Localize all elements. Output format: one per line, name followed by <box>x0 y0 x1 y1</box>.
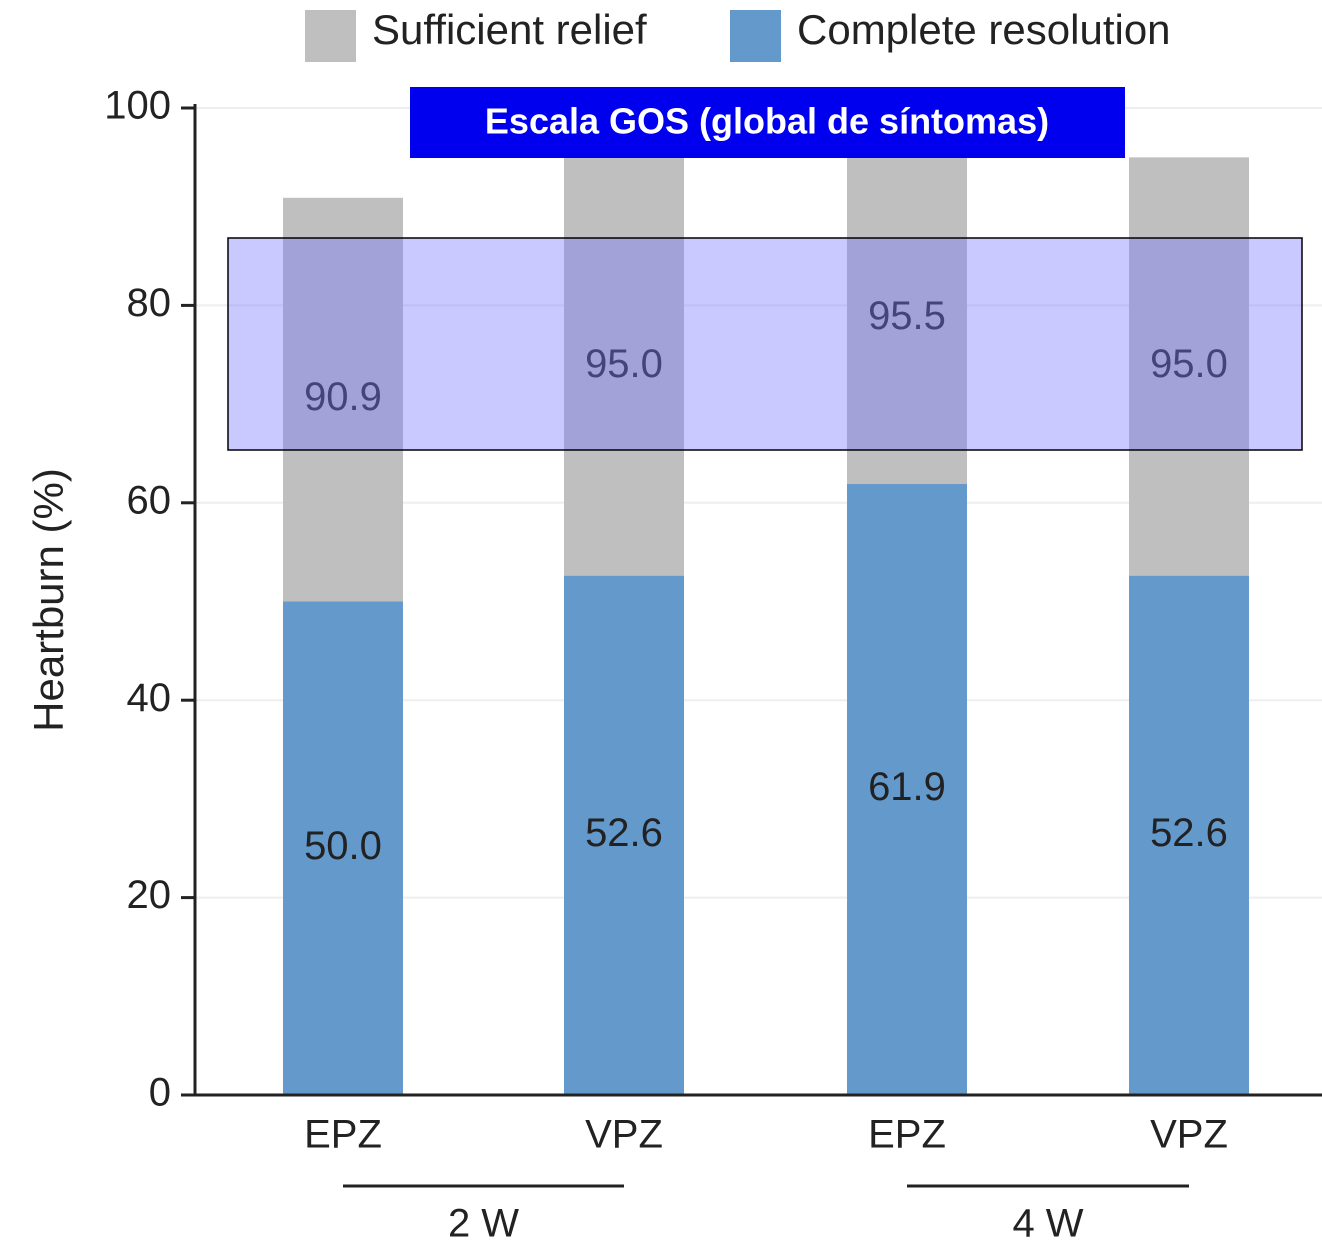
highlight-box <box>227 237 1303 451</box>
bar <box>1129 575 1249 1095</box>
data-label: 52.6 <box>1150 811 1228 855</box>
legend-label: Complete resolution <box>797 6 1171 53</box>
group-label: 4 W <box>1012 1202 1083 1246</box>
data-label: 95.5 <box>868 294 946 338</box>
data-label: 90.9 <box>304 375 382 419</box>
y-tick-label: 100 <box>104 84 171 128</box>
group-label: 2 W <box>448 1202 519 1246</box>
bar <box>283 601 403 1095</box>
y-axis-label: Heartburn (%) <box>25 468 72 732</box>
y-tick-label: 60 <box>127 478 172 522</box>
data-label: 95.0 <box>585 342 663 386</box>
annotation-box <box>410 87 1125 158</box>
legend-swatch <box>305 10 356 62</box>
bar <box>847 484 967 1095</box>
annotation: Escala GOS (global de síntomas) <box>485 101 1049 142</box>
bar <box>564 575 684 1095</box>
x-tick-label: EPZ <box>868 1113 946 1157</box>
x-tick-label: VPZ <box>585 1113 663 1157</box>
data-label: 95.0 <box>1150 342 1228 386</box>
y-tick-label: 40 <box>127 676 172 720</box>
data-label: 61.9 <box>868 765 946 809</box>
y-tick-label: 80 <box>127 281 172 325</box>
legend-label: Sufficient relief <box>372 6 647 53</box>
data-label: 50.0 <box>304 824 382 868</box>
data-label: 52.6 <box>585 811 663 855</box>
x-tick-label: VPZ <box>1150 1113 1228 1157</box>
y-tick-label: 0 <box>149 1071 171 1115</box>
legend-swatch <box>730 10 781 62</box>
y-tick-label: 20 <box>127 873 172 917</box>
x-tick-label: EPZ <box>304 1113 382 1157</box>
